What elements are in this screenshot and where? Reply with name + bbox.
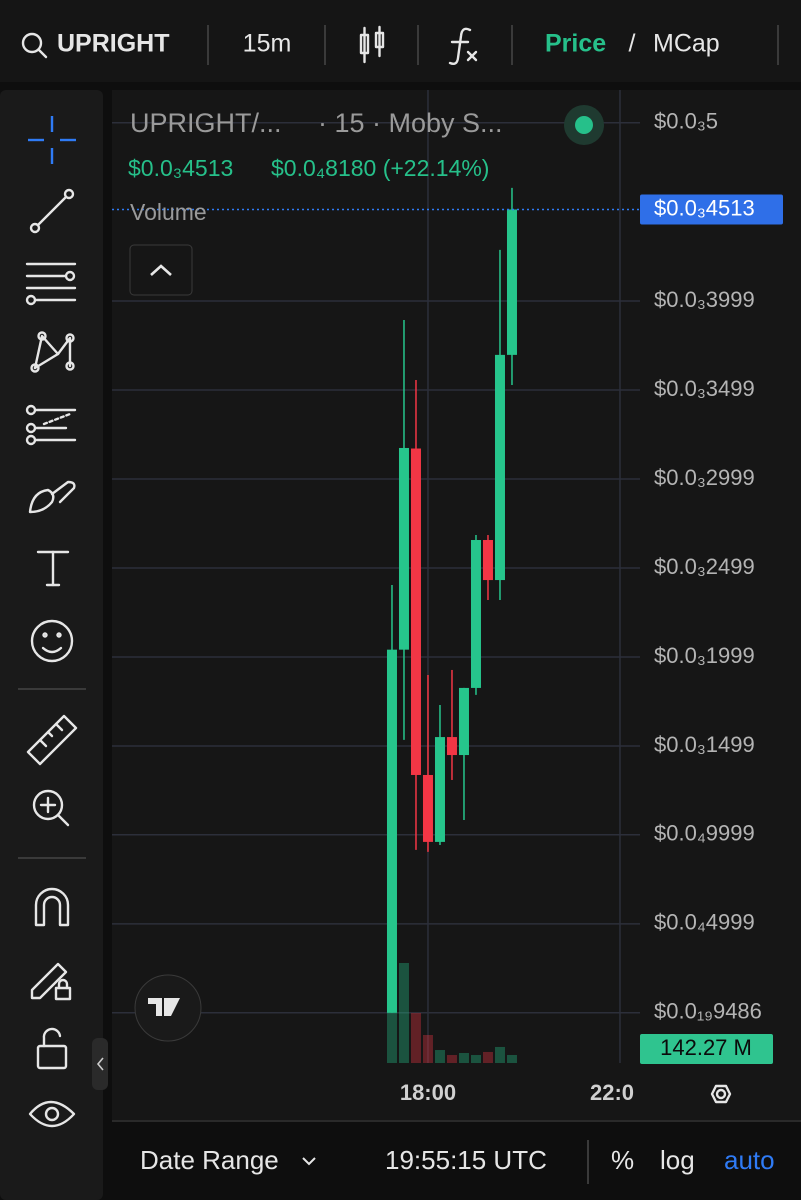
date-range-chevron [302,1157,316,1166]
candle-icon[interactable] [359,25,385,64]
collapse-legend-button[interactable] [129,244,193,296]
ruler-tool[interactable] [26,714,78,766]
volume-bar [422,1034,433,1063]
candle-body [386,649,397,1013]
candle-body [482,540,493,581]
y-tick-label: $0.0₄4999 [654,910,755,935]
settings-icon[interactable] [710,1084,732,1104]
volume-bar [482,1051,493,1063]
collapse-tab[interactable] [92,1038,108,1090]
interval[interactable]: 15m [243,30,292,58]
legend-price: $0.0₃4513 [128,155,233,181]
volume-bar [398,963,409,1063]
candle-body [494,354,505,581]
last-price-box [640,194,783,225]
y-tick-label: $0.0₁₉9486 [654,999,762,1024]
top-bar [0,0,801,82]
volume-bar [386,984,397,1063]
candle-body [434,737,445,842]
visibility-tool[interactable] [28,1100,76,1128]
date-range[interactable]: Date Range [140,1145,279,1175]
x-tick-label: 18:00 [400,1080,456,1105]
status-dot [575,116,593,134]
indicator-icon[interactable] [448,27,478,66]
y-tick-label: $0.0₃2999 [654,465,755,490]
legend-details: · 15 · Moby S... [318,108,503,138]
y-tick-label: $0.0₃1499 [654,732,755,757]
mcap-toggle[interactable]: MCap [653,30,720,58]
y-tick-label: $0.0₃2499 [654,554,755,579]
magnet-tool[interactable] [34,887,70,927]
collapse-arrow [96,1057,104,1071]
volume-bar [506,1054,517,1063]
tool-panel [0,90,103,1200]
legend-pair: UPRIGHT/... [130,108,282,138]
plot: $0.0₁₉9486 $0.0₄4999 $0.0₄9999 $0.0₃1499 $0.… [112,90,783,1105]
crosshair-tool[interactable] [28,116,76,164]
volume-bar [470,1055,481,1063]
candle-body [506,209,517,355]
search-icon[interactable] [21,32,48,59]
emoji-tool[interactable] [30,619,74,663]
y-tick-label: $0.0₃3999 [654,287,755,312]
caret-up [150,264,172,276]
tv-logo-mark [148,998,180,1016]
y-tick-label: $0.0₄9999 [654,821,755,846]
toggle-separator: / [629,30,636,58]
unlock-tool[interactable] [36,1027,68,1070]
y-tick-label: $0.0₃5 [654,109,718,134]
auto-toggle[interactable]: auto [724,1145,775,1175]
price-toggle[interactable]: Price [545,30,606,58]
last-price-label: $0.0₃4513 [654,195,755,220]
volume-bar [446,1055,457,1063]
candle-body [398,447,409,650]
candle-body [410,448,421,775]
volume-bar [494,1046,505,1063]
line-tool[interactable] [29,188,75,234]
text-tool[interactable] [36,550,70,587]
volume-bar [458,1052,469,1063]
volume-label-box [640,1034,773,1064]
percent-toggle[interactable]: % [611,1145,634,1175]
fib-tool[interactable] [25,262,77,306]
y-tick-label: $0.0₃1999 [654,643,755,668]
symbol[interactable]: UPRIGHT [57,30,170,58]
y-tick-label: $0.0₃3499 [654,376,755,401]
prediction-tool[interactable] [25,404,77,446]
legend-change: $0.0₄8180 (+22.14%) [271,155,489,181]
zoom-tool[interactable] [32,789,70,827]
log-toggle[interactable]: log [660,1145,695,1175]
chart-pane [112,90,801,1120]
volume-label: 142.27 M [660,1035,752,1060]
lock-drawings-tool[interactable] [30,962,72,1001]
candle-body [422,774,433,842]
volume-bar [434,1050,445,1063]
brush-tool[interactable] [28,480,76,514]
candle-body [446,737,457,756]
candle-body [458,687,469,756]
pattern-tool[interactable] [30,331,75,373]
clock: 19:55:15 UTC [385,1145,547,1175]
candle-body [470,540,481,688]
volume-bar [410,1013,421,1063]
x-tick-label: 22:0 [590,1080,634,1105]
legend-volume: Volume [130,199,207,225]
